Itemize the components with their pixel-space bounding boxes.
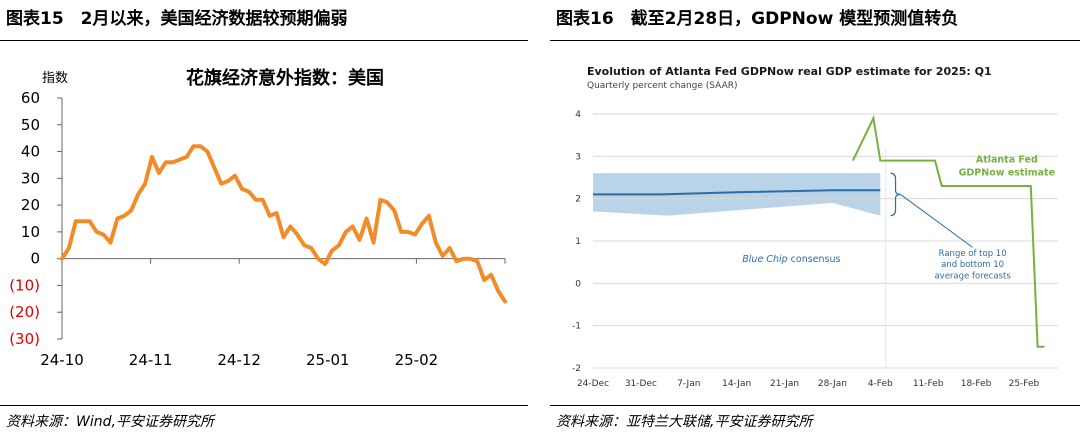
y-tick-label: (10): [9, 276, 40, 294]
right-figure-header: 图表16 截至2月28日，GDPNow 模型预测值转负: [556, 9, 959, 29]
gdpnow-label-line1: Atlanta Fed: [976, 155, 1038, 166]
y-tick-label: 60: [21, 89, 40, 107]
x-tick-label: 25-02: [395, 351, 439, 369]
y-axis-label: 指数: [42, 71, 68, 86]
y-tick-label: (30): [9, 330, 40, 348]
consensus-range-band: [593, 173, 881, 216]
y-tick-label: 50: [21, 116, 40, 134]
chart-title: Evolution of Atlanta Fed GDPNow real GDP…: [587, 65, 992, 78]
gdpnow-estimate-line: [851, 114, 1045, 348]
right-chart: Evolution of Atlanta Fed GDPNow real GDP…: [572, 65, 1059, 389]
x-tick-label: 25-Feb: [1009, 379, 1040, 389]
gdpnow-label-line2: GDPNow estimate: [959, 167, 1055, 178]
right-panel: 图表16 截至2月28日，GDPNow 模型预测值转负 Evolution of…: [550, 0, 1080, 443]
y-tick-label: 20: [21, 196, 40, 214]
left-panel: 图表15 2月以来，美国经济数据较预期偏弱 花旗经济意外指数：美国 指数 60 5…: [0, 0, 528, 443]
x-tick-label: 18-Feb: [961, 379, 992, 389]
x-tick-label: 24-11: [129, 351, 173, 369]
citi-surprise-index-line: [60, 144, 507, 304]
range-label-line2: and bottom 10: [941, 260, 1004, 270]
y-tick-label: -1: [572, 322, 581, 332]
left-source-note: 资料来源：Wind,平安证券研究所: [6, 414, 214, 430]
x-tick-label: 28-Jan: [818, 379, 847, 389]
x-tick-label: 31-Dec: [625, 379, 657, 389]
y-tick-label: -2: [572, 364, 581, 374]
x-tick-label: 24-12: [217, 351, 261, 369]
left-header-rule: [0, 40, 528, 41]
left-figure-header: 图表15 2月以来，美国经济数据较预期偏弱: [6, 9, 348, 29]
y-tick-label: 3: [575, 152, 581, 162]
x-tick-label: 24-10: [40, 351, 84, 369]
range-pointer-line: [900, 194, 973, 248]
x-tick-label: 25-01: [306, 351, 350, 369]
y-tick-label: 40: [21, 143, 40, 161]
right-source-rule: [550, 405, 1080, 406]
x-tick-label: 14-Jan: [722, 379, 751, 389]
y-tick-label: 0: [575, 279, 581, 289]
right-source-note: 资料来源：亚特兰大联储,平安证券研究所: [556, 414, 813, 430]
right-header-rule: [550, 40, 1080, 41]
y-tick-label: 0: [30, 250, 40, 268]
consensus-label: Blue Chip consensus: [742, 254, 840, 265]
blue-chip-consensus-line: [593, 189, 881, 196]
y-tick-label: 2: [575, 195, 581, 205]
x-tick-label: 4-Feb: [868, 379, 893, 389]
range-label-line3: average forecasts: [934, 272, 1011, 282]
x-tick-label: 24-Dec: [577, 379, 609, 389]
x-tick-label: 7-Jan: [677, 379, 700, 389]
x-tick-label: 11-Feb: [913, 379, 944, 389]
y-tick-label: (20): [9, 303, 40, 321]
y-tick-label: 10: [21, 223, 40, 241]
y-tick-label: 1: [575, 237, 581, 247]
range-brace: [890, 172, 901, 217]
range-label-line1: Range of top 10: [939, 249, 1007, 259]
x-tick-label: 21-Jan: [770, 379, 799, 389]
y-tick-label: 4: [575, 110, 581, 120]
y-tick-label: 30: [21, 169, 40, 187]
chart-title: 花旗经济意外指数：美国: [186, 67, 384, 89]
chart-subtitle: Quarterly percent change (SAAR): [587, 81, 738, 91]
left-chart: 花旗经济意外指数：美国 指数 60 50 40 30 20 10 0 (10) (20) (30)…: [9, 67, 507, 369]
left-source-rule: [0, 405, 528, 406]
